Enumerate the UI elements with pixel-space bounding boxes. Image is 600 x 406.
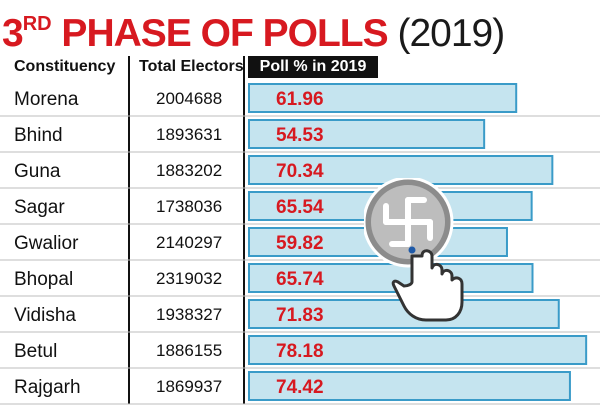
total-electors-value: 1938327 <box>156 305 222 324</box>
bar <box>248 119 486 149</box>
total-electors-value: 2319032 <box>156 269 222 288</box>
bar <box>248 371 571 401</box>
bar <box>248 83 518 113</box>
header-total-electors: Total Electors <box>139 58 244 75</box>
poll-percent-label: 54.53 <box>276 125 324 146</box>
poll-percent-label: 61.96 <box>276 89 324 110</box>
constituency-label: Sagar <box>14 197 65 218</box>
constituency-label: Bhopal <box>14 269 73 290</box>
title-ordinal: RD <box>22 13 52 35</box>
ballot-stamp-icon <box>364 178 464 322</box>
header-poll-percent: Poll % in 2019 <box>248 56 378 78</box>
constituency-label: Morena <box>14 89 79 110</box>
divider-2 <box>243 56 245 404</box>
title-main: PHASE OF POLLS <box>51 12 388 55</box>
poll-percent-label: 65.74 <box>276 269 324 290</box>
total-electors-value: 1893631 <box>156 125 222 144</box>
title-number: 3 <box>2 12 24 55</box>
total-electors-value: 2140297 <box>156 233 222 252</box>
poll-percent-label: 78.18 <box>276 341 324 362</box>
bar <box>248 335 588 365</box>
bar <box>248 263 534 293</box>
total-electors-value: 1883202 <box>156 161 222 180</box>
total-electors-value: 1738036 <box>156 197 222 216</box>
title-prefix: 3RD PHASE OF POLLS <box>2 12 389 55</box>
constituency-label: Rajgarh <box>14 377 81 398</box>
constituency-label: Gwalior <box>14 233 79 254</box>
poll-percent-label: 74.42 <box>276 377 324 398</box>
poll-percent-label: 70.34 <box>276 161 324 182</box>
constituency-label: Guna <box>14 161 61 182</box>
constituency-label: Betul <box>14 341 57 362</box>
title-year: (2019) <box>397 12 505 55</box>
header-constituency: Constituency <box>14 58 116 75</box>
poll-percent-label: 59.82 <box>276 233 324 254</box>
constituency-label: Bhind <box>14 125 63 146</box>
total-electors-value: 1886155 <box>156 341 222 360</box>
page-title: 3RD PHASE OF POLLS (2019) <box>2 0 598 55</box>
total-electors-value: 2004688 <box>156 89 222 108</box>
poll-percent-label: 71.83 <box>276 305 324 326</box>
constituency-label: Vidisha <box>14 305 76 326</box>
poll-percent-label: 65.54 <box>276 197 324 218</box>
total-electors-value: 1869937 <box>156 377 222 396</box>
divider-1 <box>128 56 130 404</box>
